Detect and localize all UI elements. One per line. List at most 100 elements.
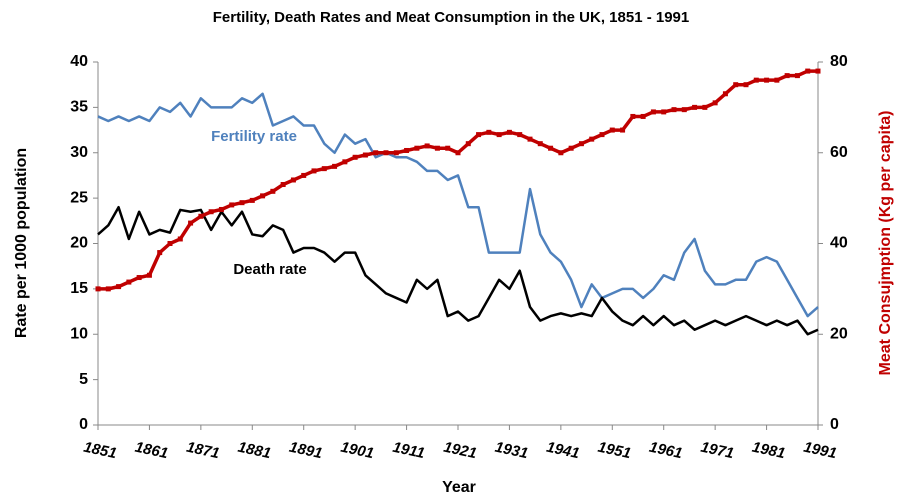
x-tick-label: 1901	[339, 439, 375, 463]
point-marker	[321, 166, 327, 172]
point-marker	[702, 104, 708, 110]
series-annotation: Fertility rate	[211, 128, 297, 145]
point-marker	[671, 107, 677, 113]
point-marker	[404, 147, 410, 153]
point-marker	[784, 73, 790, 79]
y2-tick-label: 40	[830, 235, 848, 252]
point-marker	[537, 141, 543, 147]
x-tick-label: 1851	[82, 439, 118, 463]
point-marker	[815, 68, 821, 74]
point-marker	[650, 109, 656, 115]
point-marker	[589, 136, 595, 142]
point-marker	[177, 236, 183, 242]
x-tick-label: 1991	[802, 439, 838, 463]
point-marker	[229, 202, 235, 208]
point-marker	[126, 279, 132, 285]
point-marker	[198, 213, 204, 219]
point-marker	[743, 82, 749, 88]
series-line	[97, 205, 819, 336]
point-marker	[692, 104, 698, 110]
point-marker	[95, 286, 101, 292]
x-tick-label: 1861	[133, 439, 169, 463]
point-marker	[609, 127, 615, 133]
point-marker	[167, 241, 173, 246]
point-marker	[280, 182, 286, 188]
y-tick-label: 40	[70, 53, 88, 70]
point-marker	[620, 127, 626, 133]
y-tick-label: 15	[70, 280, 88, 297]
y-tick-label: 5	[79, 371, 88, 388]
point-marker	[506, 129, 512, 135]
point-marker	[517, 132, 523, 138]
y2-axis-label: Meat Consujmption (Kg per capita)	[877, 111, 894, 376]
y-tick-label: 0	[79, 416, 88, 433]
point-marker	[558, 150, 564, 156]
y-axis-label: Rate per 1000 population	[13, 148, 30, 338]
y-tick-label: 35	[70, 99, 88, 116]
point-marker	[630, 113, 636, 119]
point-marker	[764, 77, 770, 83]
point-marker	[578, 141, 584, 147]
x-tick-label: 1921	[442, 439, 478, 463]
point-marker	[640, 113, 646, 119]
point-marker	[681, 107, 687, 113]
x-tick-label: 1931	[493, 439, 529, 463]
point-marker	[136, 275, 142, 281]
point-marker	[599, 132, 605, 138]
point-marker	[301, 172, 307, 178]
x-axis-label: Year	[442, 479, 476, 496]
point-marker	[373, 150, 379, 156]
point-marker	[805, 68, 811, 74]
x-tick-label: 1951	[596, 439, 632, 463]
y2-tick-label: 80	[830, 53, 848, 70]
point-marker	[476, 132, 482, 138]
x-tick-label: 1981	[751, 439, 787, 463]
point-marker	[568, 145, 574, 151]
point-marker	[393, 150, 399, 156]
point-marker	[116, 284, 122, 290]
point-marker	[311, 168, 317, 174]
y-tick-label: 20	[70, 235, 88, 252]
point-marker	[774, 77, 780, 83]
y2-tick-label: 0	[830, 416, 839, 433]
point-marker	[722, 91, 728, 97]
point-marker	[146, 272, 152, 278]
point-marker	[465, 141, 471, 147]
x-tick-label: 1911	[391, 439, 426, 462]
y2-tick-label: 20	[830, 325, 848, 342]
chart-title: Fertility, Death Rates and Meat Consumpt…	[213, 9, 690, 26]
series-annotation: Death rate	[233, 261, 306, 278]
point-marker	[157, 250, 163, 256]
x-tick-label: 1891	[288, 439, 324, 463]
point-marker	[661, 109, 667, 115]
y-tick-label: 25	[70, 189, 88, 206]
point-marker	[753, 77, 759, 83]
x-tick-label: 1881	[236, 439, 272, 463]
point-marker	[208, 209, 214, 215]
point-marker	[496, 132, 502, 138]
point-marker	[218, 206, 224, 212]
point-marker	[486, 129, 492, 135]
point-marker	[249, 197, 255, 203]
point-marker	[342, 159, 348, 165]
point-marker	[455, 150, 461, 156]
point-marker	[383, 150, 389, 156]
point-marker	[712, 100, 718, 106]
point-marker	[260, 193, 266, 199]
point-marker	[527, 136, 533, 142]
point-marker	[105, 286, 111, 292]
point-marker	[414, 145, 420, 151]
series-line	[97, 92, 819, 318]
point-marker	[332, 163, 338, 169]
point-marker	[733, 82, 739, 88]
point-marker	[270, 188, 276, 194]
point-marker	[424, 143, 430, 149]
x-tick-label: 1961	[648, 439, 684, 463]
x-tick-label: 1871	[185, 439, 221, 463]
point-marker	[290, 177, 296, 183]
x-tick-label: 1941	[545, 439, 581, 463]
y-tick-label: 30	[70, 144, 88, 161]
point-marker	[362, 152, 368, 158]
point-marker	[434, 145, 440, 151]
